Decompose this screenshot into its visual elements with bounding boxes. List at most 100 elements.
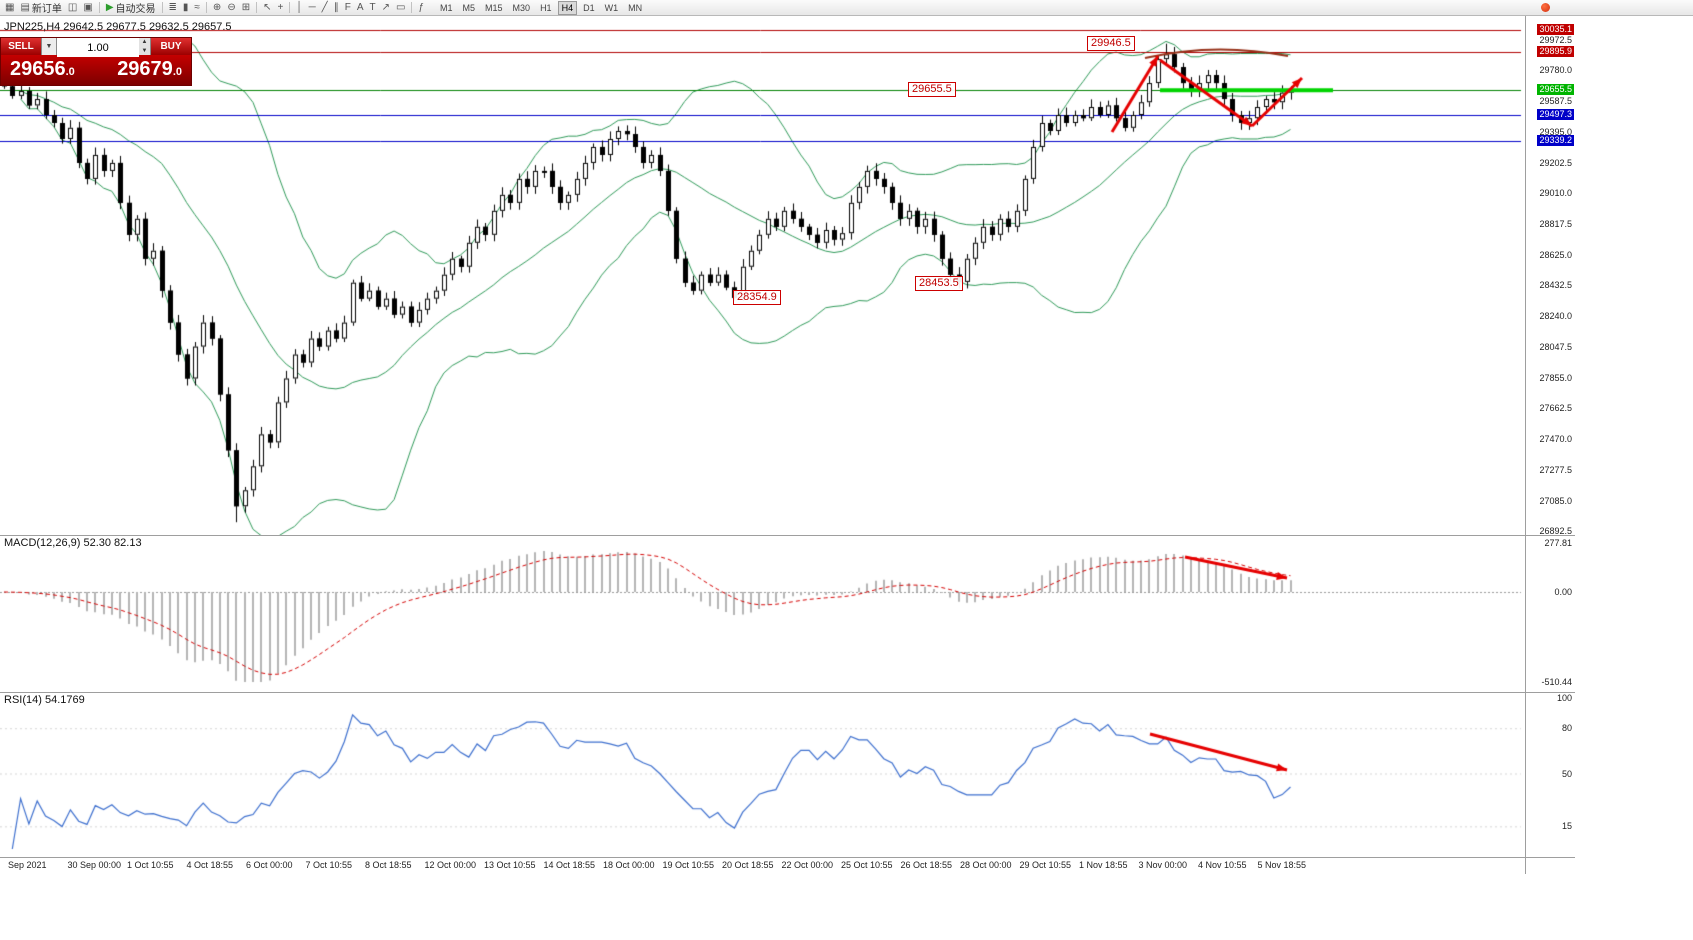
volume-stepper-down[interactable]: ▼ xyxy=(141,47,148,54)
channel-icon[interactable]: ∥ xyxy=(331,1,342,15)
shapes-icon[interactable]: ▭ xyxy=(393,1,408,15)
price-axis-label: 27277.5 xyxy=(1539,464,1572,475)
charts-list-icon[interactable]: ▣ xyxy=(80,1,95,15)
new-chart-icon-glyph: ▦ xyxy=(5,1,15,13)
sell-price-dec: .0 xyxy=(65,65,75,78)
time-axis-label: 25 Oct 10:55 xyxy=(841,860,893,870)
chart-price-label[interactable]: 28453.5 xyxy=(915,276,963,291)
trade-panel: SELL ▼ ▲ ▼ BUY 29656.0 29679.0 xyxy=(0,37,192,86)
price-axis-label: 28240.0 xyxy=(1539,311,1572,322)
price-axis-marker: 29339.2 xyxy=(1537,134,1574,146)
price-axis[interactable]: 29972.5 29780.0 29587.5 29395.0 29202.5 29010… xyxy=(1526,0,1575,880)
timeframe-h1[interactable]: H1 xyxy=(540,2,552,13)
time-axis[interactable]: Sep 2021 30 Sep 00:00 1 Oct 10:55 4 Oct 18:… xyxy=(0,858,1525,875)
volume-stepper-up[interactable]: ▲ xyxy=(141,39,148,45)
panel-separator xyxy=(0,857,1575,858)
rsi-axis-label: 15 xyxy=(1561,821,1572,832)
rsi-axis-label: 80 xyxy=(1561,723,1572,734)
sell-button[interactable]: SELL xyxy=(1,38,41,55)
trendline-icon-glyph: ╱ xyxy=(321,1,328,13)
time-axis-label: 8 Oct 18:55 xyxy=(365,860,412,870)
text-icon[interactable]: A xyxy=(354,1,367,15)
tile-windows-icon[interactable]: ⊞ xyxy=(239,1,253,15)
rsi-canvas[interactable] xyxy=(0,692,1525,857)
indicators-icon[interactable]: ƒ xyxy=(415,1,427,15)
main-chart-canvas[interactable] xyxy=(0,16,1525,535)
timeframe-m15[interactable]: M15 xyxy=(485,2,503,13)
rsi-axis-label: 50 xyxy=(1561,768,1572,779)
timeframe-m1[interactable]: M1 xyxy=(440,2,453,13)
price-axis-separator xyxy=(1525,16,1526,874)
time-axis-label: 29 Oct 10:55 xyxy=(1019,860,1072,870)
time-axis-label: 1 Oct 10:55 xyxy=(127,860,174,870)
arrow-tool-icon[interactable]: ↗ xyxy=(379,1,393,15)
toolbar: ▦ ▤ 新订单 ◫ ▣ ▶ 自动交易 ≣ ▮ ≈ ⊕ ⊖ ⊞ ↖ + │ ─ ╱ ∥ F A T ↗ ▭ ƒ M1 M5 M15 M3… xyxy=(0,0,1693,16)
zoom-out-icon-glyph: ⊖ xyxy=(227,1,236,13)
timeframe-m5[interactable]: M5 xyxy=(462,2,476,13)
crosshair-icon[interactable]: + xyxy=(274,1,286,15)
fibonacci-icon-glyph: F xyxy=(344,1,351,13)
line-chart-icon[interactable]: ≈ xyxy=(191,1,203,15)
profiles-icon[interactable]: ◫ xyxy=(65,1,80,15)
time-axis-label: 4 Nov 10:55 xyxy=(1198,860,1247,870)
timeframe-m30[interactable]: M30 xyxy=(512,2,531,13)
toolbar-separator xyxy=(411,2,413,13)
channel-icon-glyph: ∥ xyxy=(333,1,339,13)
time-axis-label: 19 Oct 10:55 xyxy=(662,860,715,870)
time-axis-label: 26 Oct 18:55 xyxy=(900,860,953,870)
price-axis-label: 29395.0 xyxy=(1539,126,1572,137)
sell-price-main: 29656 xyxy=(10,57,66,80)
price-axis-marker: 29497.3 xyxy=(1537,109,1574,121)
volume-dropdown[interactable]: ▼ xyxy=(41,38,57,55)
chart-price-label[interactable]: 28354.9 xyxy=(733,290,781,305)
new-order-button[interactable]: ▤ 新订单 xyxy=(17,1,64,16)
price-axis-label: 28625.0 xyxy=(1539,249,1572,260)
zoom-in-icon[interactable]: ⊕ xyxy=(210,1,224,15)
cursor-icon[interactable]: ↖ xyxy=(260,1,274,15)
chevron-down-icon: ▼ xyxy=(45,43,53,50)
candle-chart-icon[interactable]: ▮ xyxy=(180,1,192,15)
panel-separator[interactable] xyxy=(0,692,1575,693)
bar-chart-icon[interactable]: ≣ xyxy=(166,1,180,15)
volume-input[interactable] xyxy=(57,39,139,57)
timeframe-h4[interactable]: H4 xyxy=(557,0,578,15)
panel-separator[interactable] xyxy=(0,535,1575,536)
chart-price-label[interactable]: 29655.5 xyxy=(908,82,956,97)
timeframe-w1[interactable]: W1 xyxy=(604,2,619,13)
timeframe-d1[interactable]: D1 xyxy=(583,2,595,13)
cursor-icon-glyph: ↖ xyxy=(263,1,272,13)
price-axis-label: 29972.5 xyxy=(1539,34,1572,45)
price-axis-label: 27470.0 xyxy=(1539,434,1572,445)
label-icon[interactable]: T xyxy=(366,1,378,15)
zoom-out-icon[interactable]: ⊖ xyxy=(224,1,238,15)
price-axis-marker: 30035.1 xyxy=(1537,23,1574,35)
sell-price[interactable]: 29656.0 xyxy=(10,54,75,87)
price-axis-label: 29587.5 xyxy=(1539,96,1572,107)
time-axis-label: 14 Oct 18:55 xyxy=(543,860,596,870)
tile-windows-icon-glyph: ⊞ xyxy=(241,1,251,13)
macd-canvas[interactable] xyxy=(0,535,1525,692)
line-chart-icon-glyph: ≈ xyxy=(194,1,200,13)
rsi-label: RSI(14) 54.1769 xyxy=(4,694,85,706)
timeframe-mn[interactable]: MN xyxy=(628,2,643,13)
indicators-icon-glyph: ƒ xyxy=(418,1,424,13)
candle-chart-icon-glyph: ▮ xyxy=(182,1,189,13)
new-chart-icon[interactable]: ▦ xyxy=(2,1,17,15)
time-axis-label: 13 Oct 10:55 xyxy=(484,860,536,870)
horizontal-line-icon[interactable]: ─ xyxy=(306,1,319,15)
price-axis-label: 27855.0 xyxy=(1539,372,1572,383)
chart-price-label[interactable]: 29946.5 xyxy=(1087,36,1135,51)
buy-button[interactable]: BUY xyxy=(151,38,191,55)
buy-price[interactable]: 29679.0 xyxy=(117,54,182,87)
auto-trading-button[interactable]: ▶ 自动交易 xyxy=(103,1,159,16)
fibonacci-icon[interactable]: F xyxy=(342,1,354,15)
connection-status-icon xyxy=(1541,3,1550,12)
charts-list-icon-glyph: ▣ xyxy=(83,1,93,13)
ohlc-header: JPN225,H4 29642.5 29677.5 29632.5 29657.… xyxy=(4,21,232,33)
toolbar-items: ▦ ▤ 新订单 ◫ ▣ ▶ 自动交易 ≣ ▮ ≈ ⊕ ⊖ ⊞ ↖ + │ ─ ╱ ∥ F A T ↗ ▭ ƒ xyxy=(2,1,427,16)
buy-price-main: 29679 xyxy=(117,57,173,80)
time-axis-label: 5 Nov 18:55 xyxy=(1257,860,1307,870)
vertical-line-icon[interactable]: │ xyxy=(293,1,305,15)
time-axis-label: 22 Oct 00:00 xyxy=(781,860,834,870)
trendline-icon[interactable]: ╱ xyxy=(319,1,331,15)
